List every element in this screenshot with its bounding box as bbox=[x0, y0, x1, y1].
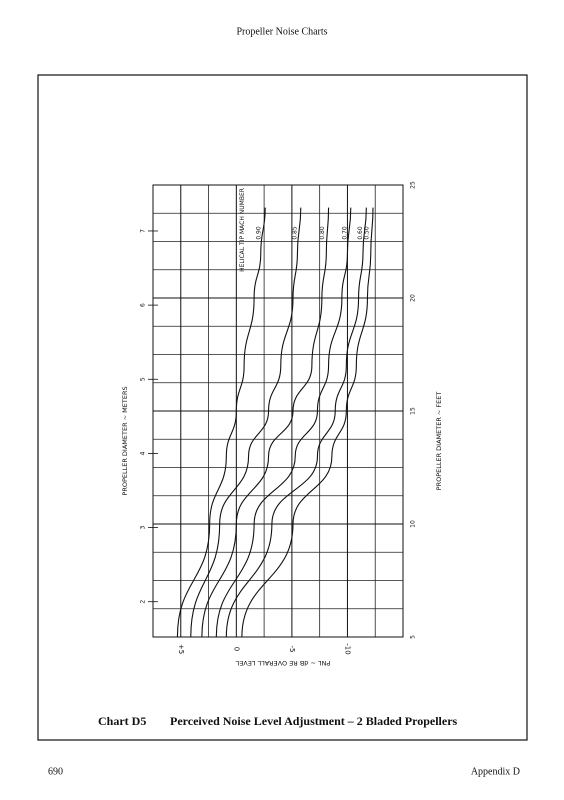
page-section: Appendix D bbox=[471, 766, 520, 777]
pnl-tick-label: -5 bbox=[288, 646, 296, 653]
meter-tick-label: 4 bbox=[140, 451, 147, 455]
x-axis-label: PROPELLER DIAMETER ~ FEET bbox=[435, 392, 443, 491]
x2-axis-label: PROPELLER DIAMETER ~ METERS bbox=[121, 386, 129, 495]
meter-tick-label: 6 bbox=[140, 303, 147, 307]
chart: 5 10 15 20 25 2 3 4 5 6 7 +5 0 -5 -10 PROPELLER DIAMETE… bbox=[121, 181, 443, 667]
page-number: 690 bbox=[48, 766, 63, 777]
pnl-tick-label: -10 bbox=[343, 643, 351, 654]
meter-tick-label: 2 bbox=[140, 600, 147, 604]
curve bbox=[176, 207, 266, 638]
feet-tick-label: 25 bbox=[410, 181, 417, 189]
y-axis-label: PNL ~ dB RE OVERALL LEVEL bbox=[235, 659, 330, 667]
curve bbox=[201, 207, 330, 638]
caption-text: Perceived Noise Level Adjustment – 2 Bla… bbox=[170, 714, 458, 728]
pnl-tick-label: +5 bbox=[177, 644, 185, 654]
meter-tick-label: 5 bbox=[140, 377, 147, 381]
curve-label: 0.85 bbox=[291, 226, 298, 240]
caption-label: Chart D5 bbox=[98, 714, 146, 728]
meter-tick-label: 3 bbox=[140, 525, 147, 529]
curve-label: 0.60 bbox=[357, 226, 364, 240]
curve bbox=[241, 207, 374, 638]
curve bbox=[225, 207, 367, 638]
meter-tick-label: 7 bbox=[140, 229, 147, 233]
pnl-tick-label: 0 bbox=[232, 647, 240, 651]
curve bbox=[190, 207, 302, 638]
feet-tick-label: 5 bbox=[410, 635, 417, 639]
curve bbox=[215, 207, 352, 638]
curve-label: 0.80 bbox=[319, 226, 326, 240]
feet-tick-label: 20 bbox=[410, 294, 417, 302]
curve-label: 0.50 bbox=[364, 226, 371, 240]
frame bbox=[37, 74, 528, 741]
page-header: Propeller Noise Charts bbox=[236, 26, 327, 37]
curve-label: 0.90 bbox=[256, 226, 263, 240]
feet-tick-label: 10 bbox=[410, 520, 417, 528]
legend-title: HELICAL TIP MACH NUMBER bbox=[239, 188, 246, 272]
curve-label: 0.70 bbox=[341, 226, 348, 240]
feet-tick-label: 15 bbox=[410, 407, 417, 415]
